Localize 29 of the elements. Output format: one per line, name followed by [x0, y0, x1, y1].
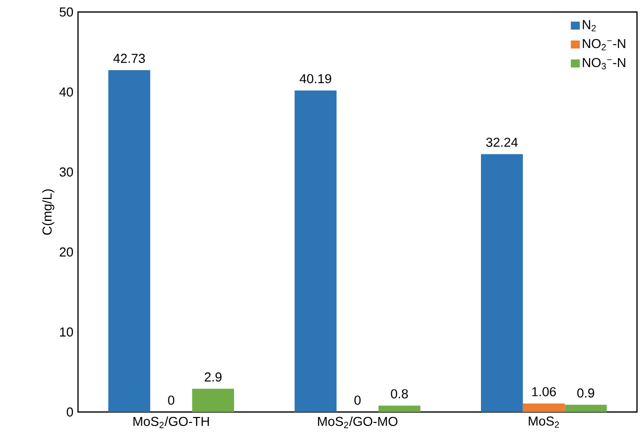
y-tick-label: 40 — [59, 87, 73, 97]
data-label: 40.19 — [300, 74, 332, 84]
data-label: 0 — [354, 396, 361, 405]
bar — [294, 90, 337, 412]
legend-label: N$_{2}$ — [582, 20, 596, 32]
data-label: 0.9 — [577, 388, 594, 398]
x-tick-label: MoS$_{2}$/GO-MO — [318, 416, 398, 428]
bar — [522, 404, 565, 412]
data-label: 2.9 — [204, 372, 222, 382]
x-tick-label: MoS$_{2}$/GO-TH — [133, 416, 209, 428]
bar — [564, 404, 607, 412]
bar — [108, 70, 150, 412]
bar — [192, 388, 234, 412]
bar — [480, 154, 523, 412]
y-axis-title: C(mg/L) — [42, 189, 54, 235]
x-tick-label: MoS$_{2}$ — [528, 416, 559, 428]
y-tick-label: 0 — [66, 407, 73, 417]
y-tick-label: 30 — [60, 167, 73, 177]
legend-label: NO$_{2}$$^{−}$-N — [582, 39, 626, 50]
legend-label: NO$_{3}$$^{−}$-N — [582, 58, 626, 70]
y-tick-label: 10 — [60, 327, 73, 337]
data-label: 1.06 — [532, 387, 556, 396]
y-tick-label: 50 — [60, 7, 73, 17]
y-tick-label: 20 — [60, 247, 73, 257]
data-label: 0 — [168, 396, 174, 405]
data-label: 32.24 — [486, 138, 518, 147]
data-label: 0.8 — [390, 389, 408, 398]
data-label: 42.73 — [113, 54, 145, 63]
bar — [378, 406, 420, 412]
